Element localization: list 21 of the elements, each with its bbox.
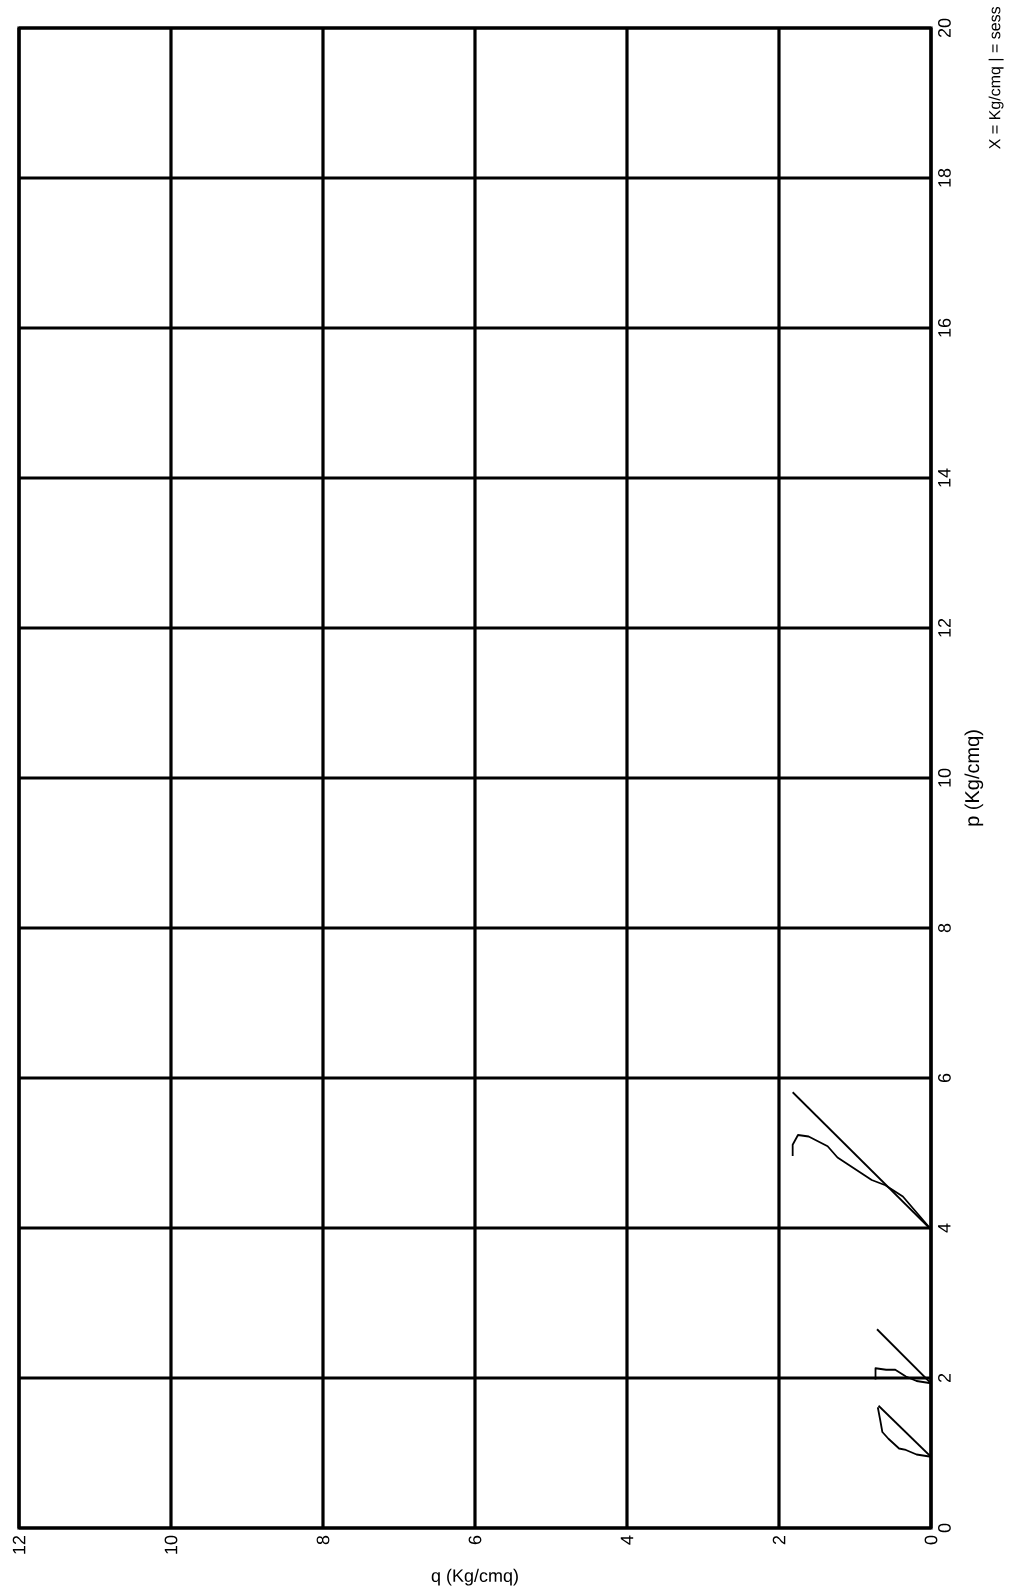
y-tick-label: 8 bbox=[938, 923, 951, 933]
x-tick-label: 6 bbox=[468, 1535, 482, 1545]
x-tick-label: 0 bbox=[924, 1535, 938, 1545]
text: X = Kg/cmq | = sess bbox=[988, 6, 1004, 149]
y-tick-label: 20 bbox=[938, 18, 951, 38]
y-tick-label: 16 bbox=[938, 318, 951, 337]
y-tick-label: 12 bbox=[938, 618, 951, 637]
x-axis-title: q (Kg/cmq) bbox=[431, 1568, 518, 1586]
y-tick-label: 18 bbox=[938, 168, 951, 187]
x-tick-label: 10 bbox=[164, 1535, 178, 1554]
y-axis-title: p (Kg/cmq) bbox=[964, 730, 984, 826]
y-tick-label: 6 bbox=[938, 1073, 951, 1083]
y-tick-label: 2 bbox=[938, 1373, 951, 1383]
x-tick-label: 4 bbox=[620, 1535, 634, 1545]
x-tick-label: 2 bbox=[772, 1535, 786, 1545]
y-tick-label: 10 bbox=[938, 768, 951, 787]
y-tick-label: 4 bbox=[938, 1223, 951, 1233]
y-tick-label: 14 bbox=[938, 468, 951, 487]
x-tick-label: 12 bbox=[12, 1535, 26, 1554]
x-tick-label: 8 bbox=[316, 1535, 330, 1545]
y-tick-label: 0 bbox=[938, 1523, 951, 1533]
